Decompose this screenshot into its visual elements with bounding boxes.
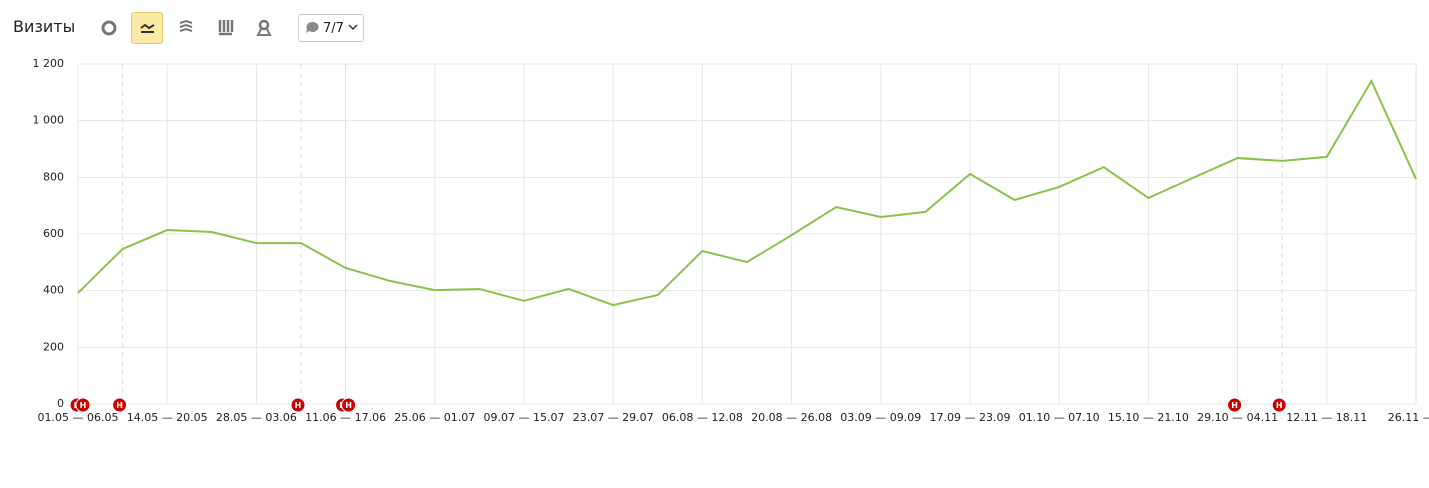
- y-tick-label: 1 000: [33, 114, 65, 127]
- line: [77, 78, 1417, 307]
- x-tick-label: 09.07 — 15.07: [484, 411, 565, 424]
- x-tick-label: 17.09 — 23.09: [930, 411, 1011, 424]
- annotation-marker: Н: [1227, 397, 1243, 413]
- y-tick-label: 600: [43, 227, 64, 240]
- annotation-marker: Н: [1271, 397, 1287, 413]
- comments-button[interactable]: 7/7: [298, 14, 364, 42]
- annotation-label: Н: [1231, 401, 1238, 410]
- annotation-marker: Н: [75, 397, 91, 413]
- annotation-marker: Н: [112, 397, 128, 413]
- x-tick-label: 01.05 — 06.05: [38, 411, 119, 424]
- comment-icon: [306, 21, 319, 33]
- annotation-label: Н: [1276, 401, 1283, 410]
- chart-title: Визиты: [13, 17, 76, 36]
- annotation-dot: [290, 397, 306, 413]
- x-tick-label: 26.11 — 3: [1388, 411, 1429, 424]
- y-tick-label: 800: [43, 170, 64, 183]
- y-tick-label: 0: [57, 397, 64, 410]
- annotation-dot: [1271, 397, 1287, 413]
- x-tick-label: 15.10 — 21.10: [1108, 411, 1189, 424]
- line-icon[interactable]: [131, 12, 163, 44]
- x-tick-label: 01.10 — 07.10: [1019, 411, 1100, 424]
- annotation-label: Н: [116, 401, 123, 410]
- annotation-dot: [75, 397, 91, 413]
- area-icon[interactable]: [170, 12, 202, 44]
- annotation-dot: [112, 397, 128, 413]
- x-tick-label: 28.05 — 03.06: [216, 411, 297, 424]
- map-icon[interactable]: [248, 12, 280, 44]
- bar-icon[interactable]: [209, 12, 241, 44]
- x-tick-label: 06.08 — 12.08: [662, 411, 743, 424]
- annotation-label: Н: [295, 401, 302, 410]
- x-tick-label: 11.06 — 17.06: [305, 411, 386, 424]
- x-tick-label: 20.08 — 26.08: [751, 411, 832, 424]
- toolbar: Визиты 7/7: [0, 0, 1429, 56]
- x-tick-label: 23.07 — 29.07: [573, 411, 654, 424]
- x-tick-label: 29.10 — 04.11: [1197, 411, 1278, 424]
- x-tick-label: 14.05 — 20.05: [127, 411, 208, 424]
- y-tick-label: 400: [43, 284, 64, 297]
- y-tick-label: 200: [43, 340, 64, 353]
- comments-count: 7/7: [323, 21, 344, 36]
- x-tick-label: 12.11 — 18.11: [1286, 411, 1367, 424]
- annotation-marker: Н: [290, 397, 306, 413]
- annotation-label: Н: [345, 401, 352, 410]
- annotation-dot: [341, 397, 357, 413]
- pie-icon[interactable]: [93, 12, 125, 44]
- y-tick-label: 1 200: [33, 57, 65, 70]
- x-tick-label: 25.06 — 01.07: [394, 411, 475, 424]
- annotation-dot: [1227, 397, 1243, 413]
- annotation-label: Н: [80, 401, 87, 410]
- chevron: [348, 24, 358, 31]
- annotation-marker: Н: [341, 397, 357, 413]
- x-tick-label: 03.09 — 09.09: [840, 411, 921, 424]
